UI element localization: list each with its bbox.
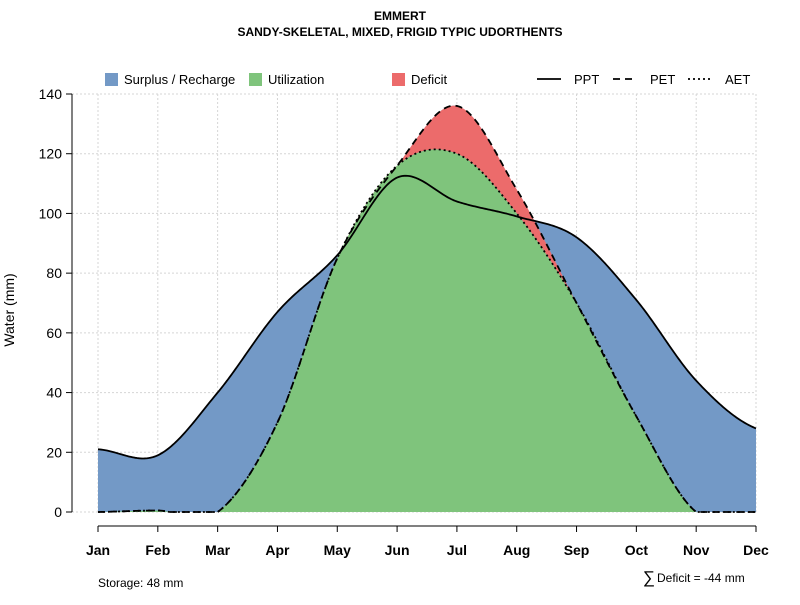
x-tick-label-apr: Apr	[265, 542, 290, 558]
x-tick-label-jun: Jun	[385, 542, 410, 558]
y-tick-label: 40	[46, 385, 62, 401]
y-axis-label: Water (mm)	[1, 273, 17, 346]
x-tick-label-sep: Sep	[564, 542, 590, 558]
chart-subtitle: SANDY-SKELETAL, MIXED, FRIGID TYPIC UDOR…	[237, 25, 562, 39]
x-tick-label-mar: Mar	[205, 542, 230, 558]
y-tick-label: 20	[46, 444, 62, 460]
legend-label-utilization: Utilization	[268, 72, 324, 87]
series-lines	[97, 104, 757, 513]
deficit-note: Deficit = -44 mm	[657, 571, 745, 585]
x-tick-label-aug: Aug	[503, 542, 530, 558]
legend-swatch-deficit	[392, 73, 405, 86]
legend: Surplus / Recharge Utilization Deficit PPT P…	[105, 72, 750, 87]
y-tick-label: 0	[54, 504, 62, 520]
legend-swatch-utilization	[249, 73, 262, 86]
y-tick-label: 120	[39, 146, 63, 162]
y-tick-label: 60	[46, 325, 62, 341]
axes: 0 20 40 60 80 100 120 140 Jan Feb Mar Apr May Jun Jul A…	[39, 86, 769, 558]
storage-note: Storage: 48 mm	[98, 576, 183, 590]
x-tick-label-jul: Jul	[447, 542, 467, 558]
sigma-symbol: ∑	[643, 568, 655, 587]
chart-title: EMMERT	[374, 9, 427, 23]
ppt-line	[97, 174, 757, 460]
y-tick-label: 100	[39, 205, 63, 221]
x-tick-label-feb: Feb	[145, 542, 170, 558]
legend-label-deficit: Deficit	[411, 72, 448, 87]
x-tick-label-may: May	[324, 542, 351, 558]
x-tick-label-nov: Nov	[683, 542, 710, 558]
x-tick-label-oct: Oct	[625, 542, 649, 558]
x-tick-label-jan: Jan	[86, 542, 110, 558]
legend-swatch-surplus-recharge	[105, 73, 118, 86]
aet-line	[97, 148, 756, 513]
y-tick-label: 80	[46, 265, 62, 281]
legend-label-ppt: PPT	[574, 72, 599, 87]
legend-label-aet: AET	[725, 72, 750, 87]
legend-label-pet: PET	[650, 72, 675, 87]
y-tick-label: 140	[39, 86, 63, 102]
pet-line	[97, 104, 756, 513]
utilization-area	[98, 149, 756, 512]
areas	[98, 105, 756, 512]
legend-label-surplus-recharge: Surplus / Recharge	[124, 72, 235, 87]
x-tick-label-dec: Dec	[743, 542, 769, 558]
